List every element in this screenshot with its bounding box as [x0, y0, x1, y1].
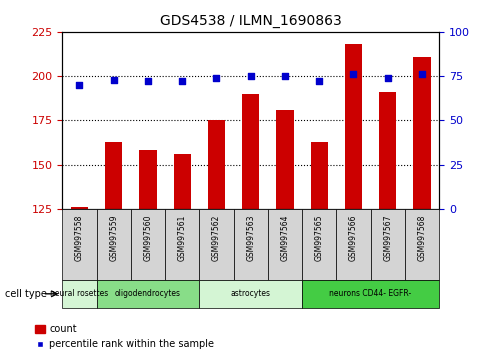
Bar — [405, 209, 439, 280]
Legend: count, percentile rank within the sample: count, percentile rank within the sample — [35, 324, 215, 349]
Point — [315, 79, 323, 84]
Text: GSM997567: GSM997567 — [383, 215, 392, 261]
Bar — [62, 280, 97, 308]
Text: cell type: cell type — [5, 289, 47, 299]
Point — [178, 79, 186, 84]
Bar — [165, 209, 200, 280]
Point — [247, 73, 254, 79]
Text: oligodendrocytes: oligodendrocytes — [115, 289, 181, 298]
Bar — [62, 209, 97, 280]
Text: GSM997560: GSM997560 — [144, 215, 153, 261]
Bar — [242, 94, 259, 209]
Text: GSM997566: GSM997566 — [349, 215, 358, 261]
Text: neurons CD44- EGFR-: neurons CD44- EGFR- — [329, 289, 412, 298]
Text: GSM997565: GSM997565 — [315, 215, 324, 261]
Point — [75, 82, 83, 88]
Bar — [302, 280, 439, 308]
Bar — [71, 207, 88, 209]
Bar — [208, 120, 225, 209]
Bar — [174, 154, 191, 209]
Bar — [276, 110, 293, 209]
Point — [349, 72, 357, 77]
Bar — [414, 57, 431, 209]
Text: GSM997559: GSM997559 — [109, 215, 118, 261]
Point — [384, 75, 392, 81]
Point — [281, 73, 289, 79]
Text: astrocytes: astrocytes — [231, 289, 271, 298]
Bar — [139, 150, 157, 209]
Bar — [200, 280, 302, 308]
Bar — [200, 209, 234, 280]
Point — [144, 79, 152, 84]
Bar — [268, 209, 302, 280]
Bar — [371, 209, 405, 280]
Text: GSM997558: GSM997558 — [75, 215, 84, 261]
Point — [213, 75, 221, 81]
Text: neural rosettes: neural rosettes — [50, 289, 109, 298]
Bar — [97, 280, 200, 308]
Text: GSM997563: GSM997563 — [246, 215, 255, 261]
Text: GSM997561: GSM997561 — [178, 215, 187, 261]
Title: GDS4538 / ILMN_1690863: GDS4538 / ILMN_1690863 — [160, 14, 342, 28]
Bar — [379, 92, 396, 209]
Bar — [336, 209, 371, 280]
Bar — [345, 44, 362, 209]
Text: GSM997564: GSM997564 — [280, 215, 289, 261]
Point — [418, 72, 426, 77]
Bar — [311, 142, 328, 209]
Bar — [302, 209, 336, 280]
Text: GSM997568: GSM997568 — [418, 215, 427, 261]
Bar — [234, 209, 268, 280]
Bar — [105, 142, 122, 209]
Bar — [97, 209, 131, 280]
Bar — [131, 209, 165, 280]
Point — [110, 77, 118, 82]
Text: GSM997562: GSM997562 — [212, 215, 221, 261]
